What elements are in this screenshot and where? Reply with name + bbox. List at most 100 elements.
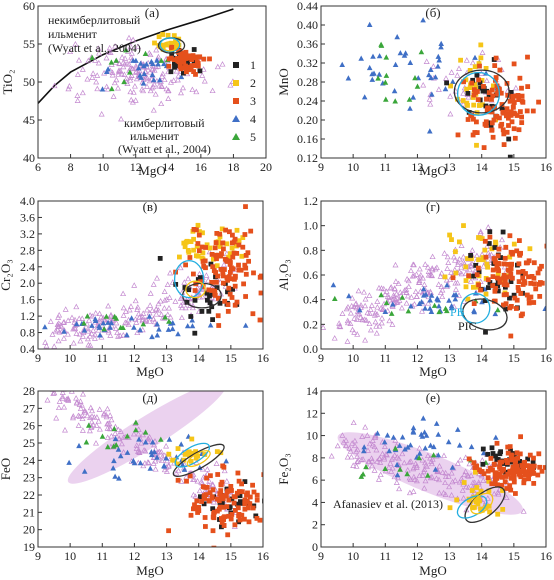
series-2-point [197,229,202,234]
series-3-point [487,234,493,240]
series-3-point [520,466,526,472]
series-1-point [208,261,214,267]
series-3-point [518,250,523,256]
cloud-point [403,300,410,306]
cloud-point [76,330,83,337]
cloud-point [158,82,165,89]
series-3-point [236,478,242,484]
series-2-point [460,98,466,103]
series-3-point [516,97,521,102]
series-3-point [499,121,505,127]
cloud-point [386,297,393,303]
cloud-point [101,316,108,323]
series-3-point [511,100,517,105]
cloud-point [64,331,71,337]
series-3-point [528,281,534,286]
series-2-point [453,249,458,255]
series-3-point [489,127,495,133]
series-3-point [497,67,503,73]
series-3-point [506,123,511,128]
series-3-point [511,476,517,482]
cloud-point [383,450,390,457]
cloud-point [410,488,417,494]
cloud-point [87,333,93,339]
series-3-point [471,116,476,122]
cloud-point [452,279,459,286]
cloud-point [44,396,51,403]
series-1-point [486,285,491,290]
series-2-point [463,264,469,270]
series-3-point [519,463,525,468]
cloud-point [395,455,402,462]
series-4-point [366,64,373,71]
series-2-point [480,102,485,108]
series-1-point [204,290,210,296]
field-ellipse-yellow [186,450,211,468]
series-3-point [472,87,477,92]
series-1-point [483,329,488,335]
series-4-point [154,321,160,327]
series-3-point [227,291,233,297]
cloud-point [438,270,445,276]
cloud-point [365,447,371,453]
cloud-point [373,330,380,336]
series-2-point [234,243,239,249]
cloud-point [485,224,492,230]
series-4-point [422,305,428,311]
panel-g-label: (г) [426,199,440,214]
y-tick-label: 0.20 [297,113,318,127]
series-4-point [112,473,118,479]
cloud-point [107,49,114,55]
series-3-point [239,489,245,495]
cloud-point [135,448,142,454]
series-3-point [218,488,224,493]
series-5-point [360,471,366,477]
x-tick-label: 16 [540,351,552,365]
series-4-point [435,452,442,458]
series-4-point [76,442,82,449]
x-tick-label: 11 [380,549,392,563]
annotation-kimberlite-2: ильменит [130,129,180,143]
cloud-point [439,469,446,475]
series-1-point [206,308,212,314]
series-3-point [504,106,510,112]
series-3-point [524,469,530,475]
series-3-point [492,63,498,68]
series-3-point [492,477,498,482]
series-4-point [402,446,408,452]
series-3-point [250,311,256,317]
cloud-point [445,259,452,265]
cloud-point [369,462,376,469]
series-3-point [231,494,237,500]
series-2-point [234,227,240,233]
series-4-point [207,322,214,328]
cloud-point [473,252,480,259]
series-2-point [442,274,448,280]
series-1-point [511,292,517,298]
series-2-point [224,241,230,247]
cloud-point [354,458,360,465]
y-tick-label: 1.2 [20,309,35,323]
cloud-point [349,326,356,333]
cloud-point [441,452,447,459]
series-4-point [410,425,417,431]
series-2-point [495,271,501,277]
series-3-point [248,228,254,234]
cloud-point [429,265,436,271]
cloud-point [76,57,82,63]
series-4-point [223,458,229,464]
cloud-point [89,407,95,414]
series-3-point [537,294,543,299]
series-3-point [231,239,237,245]
series-4-point [410,94,416,100]
cloud-point [423,58,430,64]
cloud-point [84,335,91,342]
series-4-point [428,308,435,314]
series-5-point [105,444,111,450]
series-3-point [502,479,508,485]
cloud-point [366,320,373,327]
series-3-point [524,292,530,298]
series-5-point [383,72,390,78]
x-tick-label: 12 [128,549,140,563]
x-tick-label: 14 [162,160,174,174]
